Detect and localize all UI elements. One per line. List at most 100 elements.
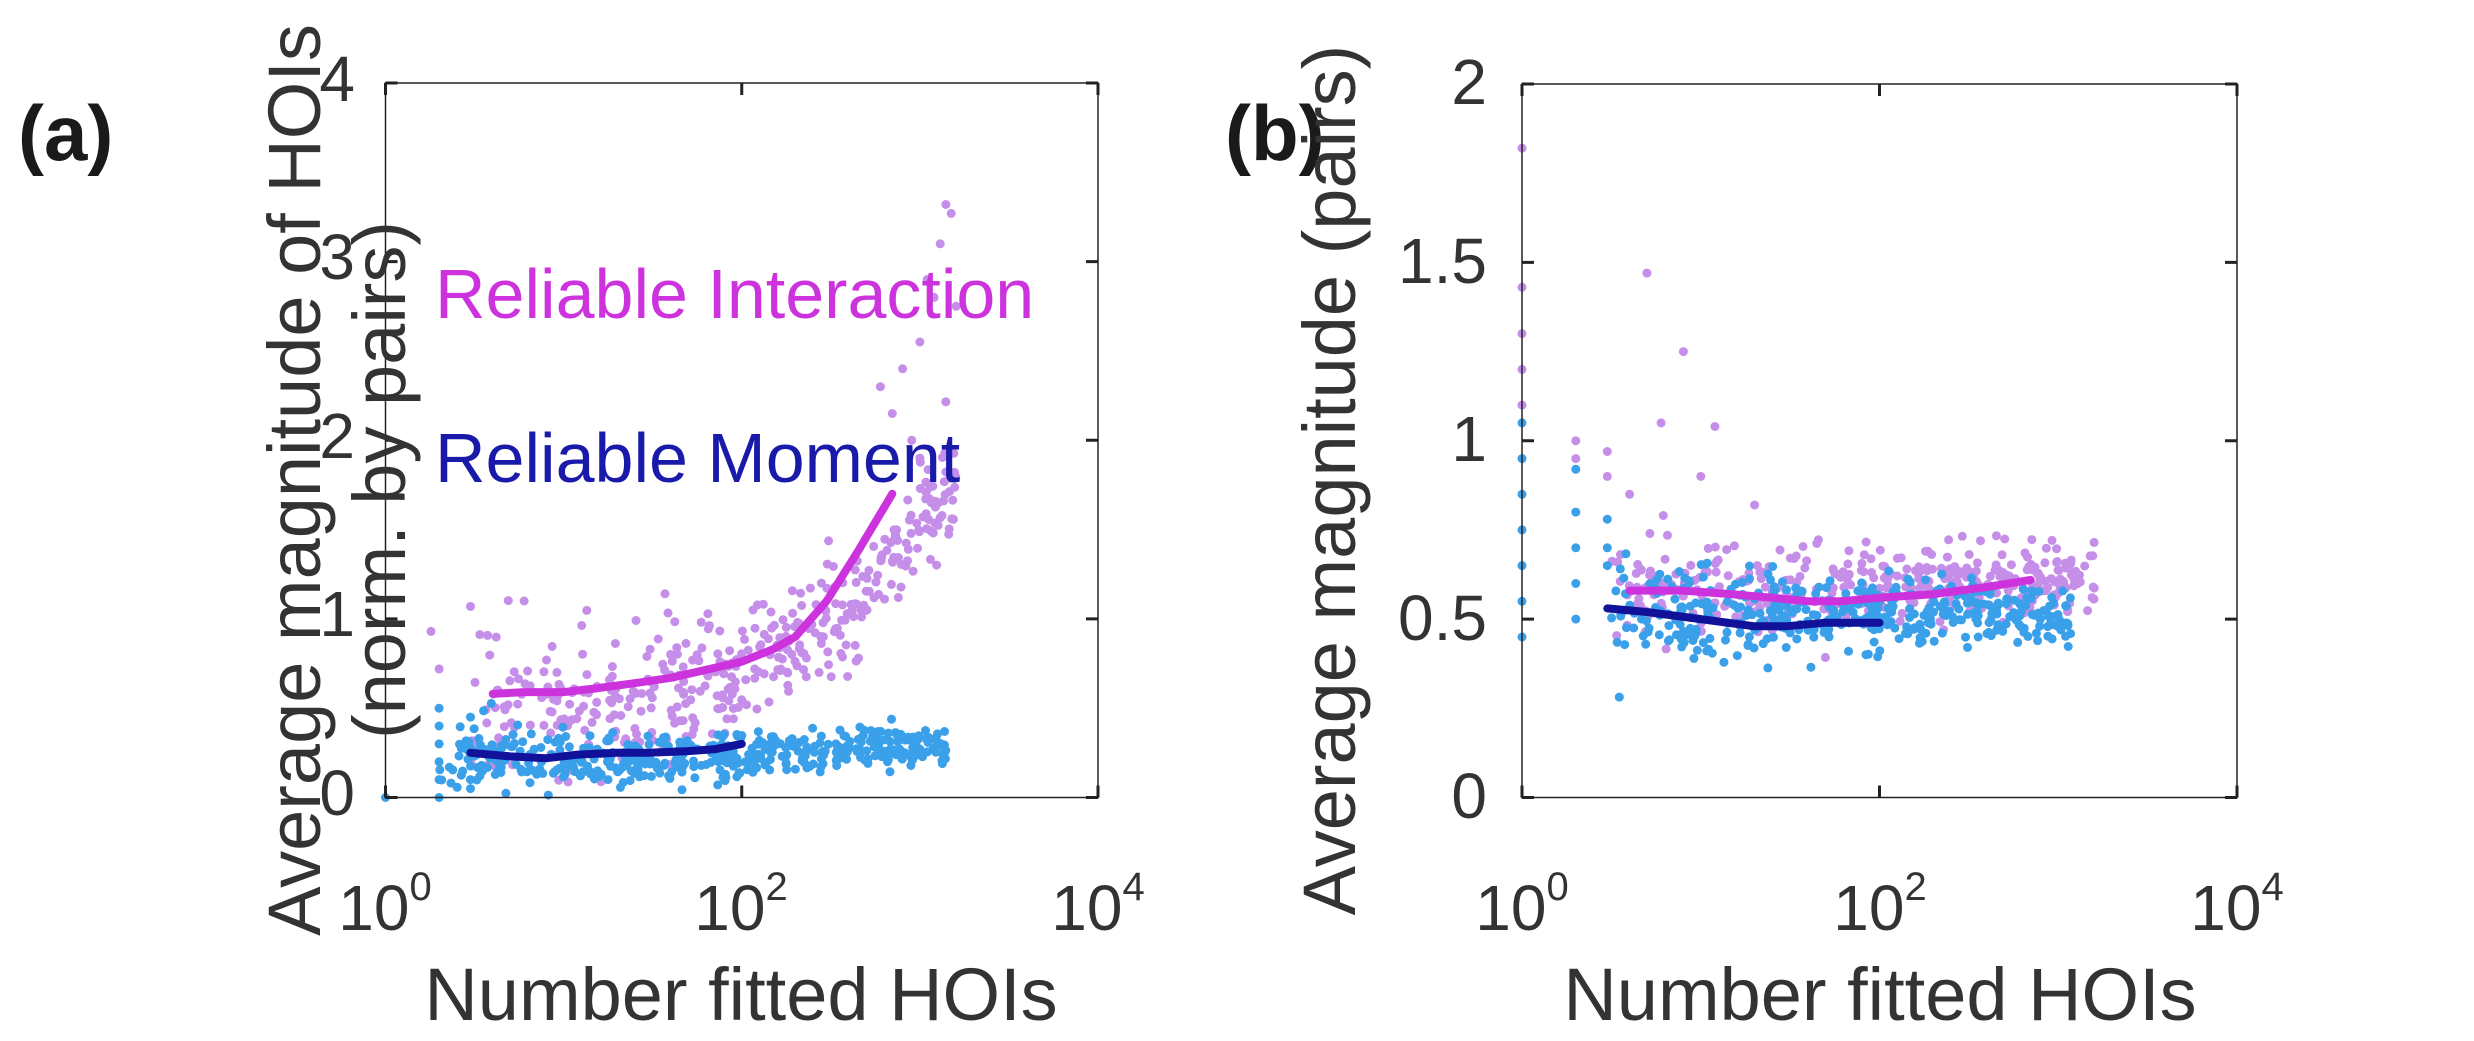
scatter-point [1736, 602, 1745, 612]
scatter-point [1670, 594, 1680, 604]
scatter-point [1869, 637, 1879, 647]
scatter-point [1749, 643, 1759, 653]
scatter-point [769, 620, 779, 630]
scatter-point [854, 653, 863, 663]
scatter-point [781, 743, 791, 753]
scatter-point [1994, 599, 2004, 609]
panel-b-ylabel: Average magnitude (pairs) [1288, 45, 1371, 916]
scatter-point [769, 672, 778, 682]
scatter-point [935, 239, 945, 249]
scatter-point [1698, 638, 1708, 648]
scatter-point [749, 758, 759, 768]
scatter-point [1844, 546, 1854, 556]
scatter-point [2063, 642, 2073, 651]
panel-b-trend-lines [1603, 575, 2035, 631]
scatter-point [904, 515, 914, 525]
scatter-point [434, 775, 444, 785]
scatter-point [486, 698, 496, 708]
scatter-point [864, 586, 874, 596]
scatter-point [672, 649, 682, 659]
scatter-point [592, 697, 602, 707]
scatter-point [835, 630, 845, 640]
scatter-point [659, 760, 669, 770]
scatter-point [832, 761, 842, 771]
scatter-point [558, 722, 568, 732]
panel-b-xlabel: Number fitted HOIs [1563, 953, 2196, 1036]
scatter-point [1972, 558, 1982, 568]
scatter-point [1710, 422, 1720, 431]
scatter-point [1656, 418, 1666, 428]
scatter-point [1645, 579, 1655, 589]
scatter-point [642, 652, 652, 661]
panel-a-ytick-label: 4 [319, 43, 355, 115]
scatter-point [847, 605, 857, 615]
scatter-point [1905, 577, 1915, 587]
scatter-point [1979, 599, 1989, 609]
scatter-point [605, 714, 615, 724]
scatter-point [737, 695, 747, 705]
scatter-point [1859, 550, 1869, 560]
scatter-point [1621, 549, 1631, 559]
scatter-point [1571, 579, 1581, 588]
scatter-point [2006, 560, 2016, 570]
scatter-point [1897, 608, 1907, 618]
scatter-point [477, 760, 486, 770]
scatter-point [1611, 586, 1621, 596]
scatter-point [485, 650, 495, 660]
scatter-point [2009, 608, 2019, 618]
scatter-point [2065, 593, 2075, 603]
scatter-point [2000, 534, 2010, 544]
scatter-point [763, 634, 773, 644]
scatter-point [1942, 552, 1952, 562]
scatter-point [2035, 574, 2045, 584]
scatter-point [1571, 507, 1581, 517]
scatter-point [1921, 575, 1931, 585]
scatter-point [466, 712, 475, 722]
scatter-point [908, 566, 918, 576]
scatter-point [629, 766, 639, 776]
scatter-point [1602, 561, 1612, 571]
scatter-point [815, 767, 825, 777]
scatter-point [816, 731, 826, 741]
scatter-point [1909, 609, 1919, 619]
scatter-point [797, 648, 807, 658]
scatter-point [503, 700, 513, 710]
scatter-point [1769, 582, 1779, 592]
scatter-point [513, 699, 523, 709]
scatter-point [556, 715, 566, 725]
scatter-point [799, 735, 809, 744]
scatter-point [1843, 559, 1853, 569]
scatter-point [434, 721, 444, 731]
scatter-point [824, 660, 834, 670]
scatter-point [2054, 575, 2064, 585]
scatter-point [456, 743, 466, 753]
scatter-point [1755, 567, 1765, 577]
scatter-point [1732, 651, 1742, 661]
scatter-point [1615, 564, 1625, 574]
scatter-point [697, 643, 707, 653]
scatter-point [554, 763, 564, 773]
scatter-point [1875, 646, 1885, 656]
scatter-point [1689, 653, 1699, 663]
scatter-point [764, 697, 774, 707]
scatter-point [906, 528, 916, 538]
scatter-point [850, 565, 860, 575]
scatter-point [903, 495, 913, 505]
scatter-point [1809, 632, 1819, 642]
scatter-point [1976, 536, 1985, 546]
scatter-point [572, 714, 582, 724]
scatter-point [1894, 634, 1904, 644]
scatter-point [1654, 630, 1664, 640]
scatter-point [1785, 628, 1795, 638]
scatter-point [678, 687, 688, 697]
scatter-point [526, 729, 536, 739]
scatter-point [623, 740, 633, 749]
scatter-point [1778, 577, 1787, 587]
scatter-point [2066, 570, 2076, 580]
scatter-point [1986, 631, 1996, 641]
scatter-point [883, 728, 893, 738]
scatter-point [1684, 576, 1694, 586]
scatter-point [873, 570, 883, 580]
scatter-point [1664, 621, 1674, 631]
panel-a-ticks [384, 81, 1100, 799]
